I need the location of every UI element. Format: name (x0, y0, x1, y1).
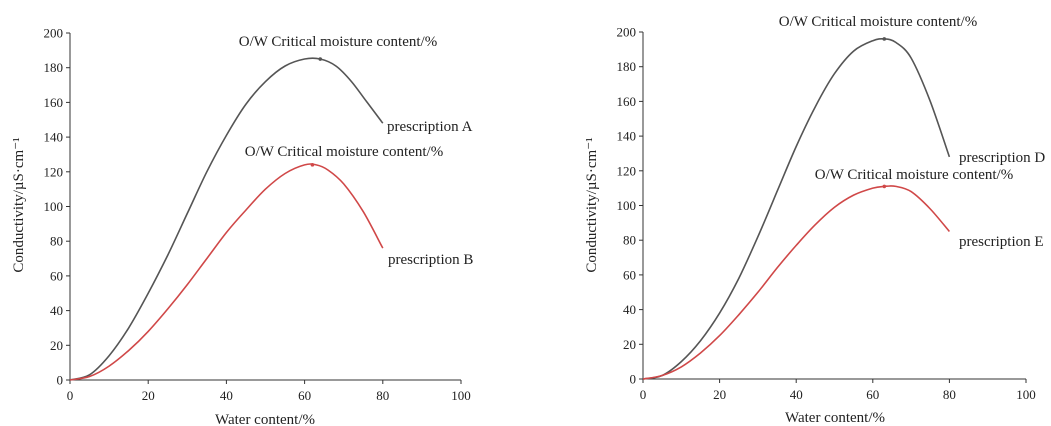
x-tick-label: 20 (713, 387, 726, 402)
y-tick-label: 40 (623, 302, 636, 317)
y-tick-label: 60 (623, 267, 636, 282)
x-tick-label: 80 (943, 387, 956, 402)
critical-point-annotation: O/W Critical moisture content/% (815, 167, 1013, 183)
y-tick-label: 120 (44, 164, 64, 179)
x-tick-label: 40 (790, 387, 803, 402)
critical-point-marker (310, 163, 315, 167)
series-label: prescription D (959, 150, 1045, 166)
y-tick-label: 0 (630, 372, 637, 387)
y-axis-label: Conductivity/µS·cm⁻¹ (11, 137, 27, 272)
y-tick-label: 80 (50, 234, 63, 249)
y-tick-label: 140 (44, 130, 64, 145)
y-tick-label: 100 (44, 199, 64, 214)
y-tick-label: 100 (617, 198, 637, 213)
y-tick-label: 200 (617, 25, 637, 40)
y-tick-label: 160 (617, 94, 637, 109)
y-axis-label: Conductivity/µS·cm⁻¹ (584, 137, 600, 272)
x-tick-label: 0 (67, 388, 74, 403)
series-line-prescription-B (69, 163, 384, 381)
series-label: prescription A (387, 119, 473, 135)
critical-point-marker (882, 184, 887, 189)
y-tick-label: 20 (50, 338, 63, 353)
chart-left: 0 20 40 60 80 100 0 20 40 60 80 100 120 140 160 180 200… (11, 26, 473, 426)
series-line-prescription-D (642, 38, 951, 380)
x-tick-label: 60 (298, 388, 311, 403)
series-label: prescription B (388, 252, 473, 268)
x-tick-label: 100 (1016, 387, 1036, 402)
y-tick-label: 180 (44, 60, 64, 75)
critical-point-annotation: O/W Critical moisture content/% (779, 14, 977, 30)
y-tick-label: 200 (44, 26, 64, 41)
x-axis-label: Water content/% (785, 410, 885, 426)
critical-point-marker (882, 37, 887, 41)
critical-point-annotation: O/W Critical moisture content/% (239, 34, 437, 50)
x-tick-label: 60 (866, 387, 879, 402)
chart-right: 0 20 40 60 80 100 0 20 40 60 80 100 120 140 160 180 200… (584, 14, 1045, 426)
x-tick-label: 40 (220, 388, 233, 403)
critical-point-marker (318, 57, 323, 61)
critical-point-annotation: O/W Critical moisture content/% (245, 144, 443, 160)
y-tick-label: 140 (617, 129, 637, 144)
y-tick-label: 20 (623, 337, 636, 352)
series-line-prescription-E (642, 185, 951, 380)
y-tick-label: 160 (44, 95, 64, 110)
y-tick-label: 40 (50, 303, 63, 318)
y-tick-label: 180 (617, 59, 637, 74)
y-tick-label: 0 (57, 373, 64, 388)
y-tick-label: 80 (623, 233, 636, 248)
x-axis-label: Water content/% (215, 412, 315, 426)
x-tick-label: 80 (376, 388, 389, 403)
series-line-prescription-A (69, 57, 384, 381)
series-label: prescription E (959, 234, 1044, 250)
y-tick-label: 120 (617, 163, 637, 178)
y-tick-label: 60 (50, 268, 63, 283)
x-tick-label: 0 (640, 387, 647, 402)
x-tick-label: 20 (142, 388, 155, 403)
x-tick-label: 100 (451, 388, 471, 403)
